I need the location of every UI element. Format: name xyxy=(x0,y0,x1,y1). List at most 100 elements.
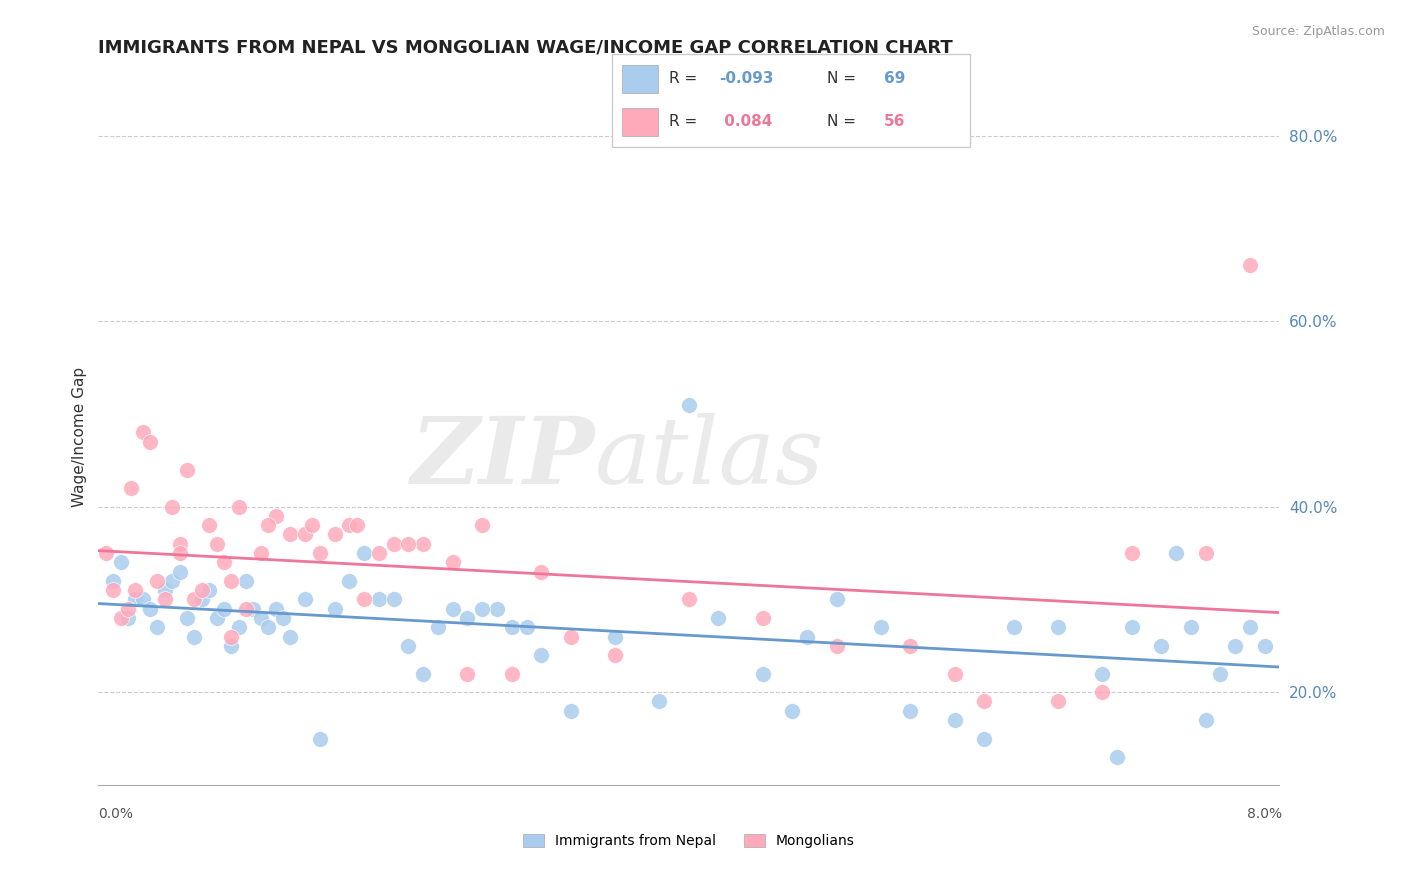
Point xyxy=(146,574,169,588)
Point xyxy=(257,620,280,634)
FancyBboxPatch shape xyxy=(612,54,970,147)
Point xyxy=(353,592,375,607)
Text: R =: R = xyxy=(669,114,702,129)
Point xyxy=(396,537,419,551)
Point xyxy=(235,601,257,615)
Point xyxy=(515,620,537,634)
Point xyxy=(94,546,117,560)
Point xyxy=(294,592,316,607)
FancyBboxPatch shape xyxy=(623,108,658,136)
Point xyxy=(605,648,627,662)
Point xyxy=(782,704,804,718)
Point xyxy=(205,537,228,551)
Point xyxy=(162,500,183,514)
Point xyxy=(367,592,389,607)
Point xyxy=(501,666,523,681)
Point xyxy=(191,583,214,598)
Point xyxy=(943,713,966,727)
Point xyxy=(198,518,221,533)
Point xyxy=(353,546,375,560)
Point xyxy=(176,462,198,476)
Text: 0.084: 0.084 xyxy=(720,114,772,129)
Point xyxy=(796,630,818,644)
Point xyxy=(278,527,302,541)
Point xyxy=(176,611,198,625)
Point xyxy=(530,565,553,579)
Point xyxy=(751,611,773,625)
Point xyxy=(973,694,995,708)
Point xyxy=(250,546,273,560)
Point xyxy=(308,546,332,560)
Point xyxy=(825,639,848,653)
Point xyxy=(1223,639,1246,653)
Point xyxy=(1105,750,1128,764)
Point xyxy=(1121,620,1143,634)
Point xyxy=(235,574,257,588)
Point xyxy=(308,731,332,746)
Point xyxy=(560,704,582,718)
Text: 69: 69 xyxy=(884,71,905,87)
Text: N =: N = xyxy=(827,71,860,87)
Point xyxy=(486,601,509,615)
Point xyxy=(110,611,132,625)
Point xyxy=(124,583,146,598)
Point xyxy=(212,601,235,615)
Point xyxy=(124,592,146,607)
Point xyxy=(132,592,155,607)
Point xyxy=(900,704,922,718)
Y-axis label: Wage/Income Gap: Wage/Income Gap xyxy=(72,367,87,508)
Point xyxy=(1239,620,1261,634)
Point xyxy=(132,425,155,440)
Point xyxy=(191,592,214,607)
Point xyxy=(120,481,142,495)
Point xyxy=(257,518,280,533)
Point xyxy=(900,639,922,653)
Text: 56: 56 xyxy=(884,114,905,129)
Point xyxy=(1180,620,1202,634)
Point xyxy=(678,592,700,607)
Point xyxy=(153,583,176,598)
Point xyxy=(605,630,627,644)
Point xyxy=(110,555,132,569)
Point xyxy=(294,527,316,541)
Point xyxy=(242,601,264,615)
Point xyxy=(1164,546,1187,560)
Point xyxy=(396,639,419,653)
Point xyxy=(264,601,287,615)
Point xyxy=(169,537,191,551)
Point xyxy=(162,574,183,588)
Point xyxy=(441,555,464,569)
Point xyxy=(1046,620,1069,634)
Point xyxy=(367,546,389,560)
Point xyxy=(1002,620,1025,634)
Point xyxy=(117,601,139,615)
Text: N =: N = xyxy=(827,114,860,129)
Point xyxy=(219,639,242,653)
Point xyxy=(382,592,405,607)
Point xyxy=(301,518,323,533)
Point xyxy=(426,620,449,634)
Point xyxy=(1046,694,1069,708)
Legend: Immigrants from Nepal, Mongolians: Immigrants from Nepal, Mongolians xyxy=(517,829,860,854)
Point xyxy=(1194,546,1216,560)
Point xyxy=(337,574,360,588)
Point xyxy=(219,574,242,588)
Point xyxy=(456,611,478,625)
Point xyxy=(117,611,139,625)
Point xyxy=(337,518,360,533)
Point xyxy=(250,611,273,625)
Point xyxy=(501,620,523,634)
Point xyxy=(183,592,205,607)
Point xyxy=(1150,639,1173,653)
Point xyxy=(139,434,162,449)
Point xyxy=(198,583,221,598)
Point xyxy=(271,611,294,625)
Point xyxy=(943,666,966,681)
Text: 8.0%: 8.0% xyxy=(1247,807,1282,821)
Point xyxy=(139,601,162,615)
Point xyxy=(560,630,582,644)
Point xyxy=(456,666,478,681)
Point xyxy=(346,518,368,533)
Point xyxy=(183,630,205,644)
Point xyxy=(707,611,730,625)
